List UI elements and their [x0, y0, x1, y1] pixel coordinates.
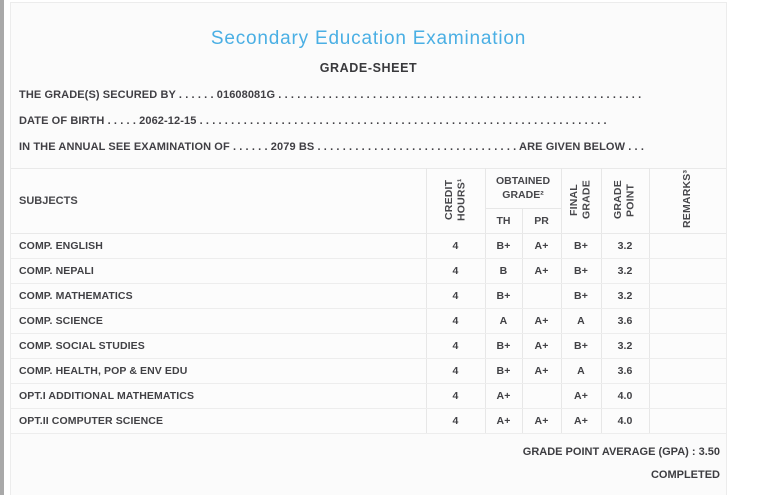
- obtained-grade-header: OBTAINED GRADE²: [484, 168, 562, 209]
- grade-point-cell: 3.2: [600, 233, 650, 259]
- grade-point-cell: 3.6: [600, 358, 650, 384]
- th-grade-cell: B+: [484, 233, 522, 259]
- final-grade-cell: B+: [560, 233, 602, 259]
- credit-hours-header: CREDIT HOURS¹: [425, 168, 485, 234]
- pr-subheader: PR: [521, 208, 562, 234]
- window-edge: [0, 0, 4, 495]
- final-grade-cell: B+: [560, 283, 602, 309]
- subject-cell: COMP. HEALTH, POP & ENV EDU: [11, 358, 426, 384]
- remarks-cell: [648, 408, 727, 434]
- table-row: OPT.I ADDITIONAL MATHEMATICS 4 A+ A+ 4.0: [11, 383, 727, 409]
- grade-point-cell: 3.2: [600, 283, 650, 309]
- remarks-cell: [648, 383, 727, 409]
- th-grade-cell: B+: [484, 333, 522, 359]
- th-grade-cell: A+: [484, 383, 522, 409]
- credit-hours-cell: 4: [425, 308, 485, 334]
- credit-hours-cell: 4: [425, 383, 485, 409]
- table-row: COMP. MATHEMATICS 4 B+ B+ 3.2: [11, 283, 727, 309]
- table-row: COMP. SCIENCE 4 A A+ A 3.6: [11, 308, 727, 334]
- final-grade-cell: A: [560, 358, 602, 384]
- pr-grade-cell: [521, 383, 562, 409]
- grades-table: SUBJECTS CREDIT HOURS¹ OBTAINED GRADE² F…: [11, 168, 727, 434]
- subject-cell: OPT.II COMPUTER SCIENCE: [11, 408, 426, 434]
- remarks-header-label: REMARKS³: [681, 169, 694, 228]
- final-grade-cell: A: [560, 308, 602, 334]
- table-row: COMP. SOCIAL STUDIES 4 B+ A+ B+ 3.2: [11, 333, 727, 359]
- credit-hours-header-label: CREDIT HOURS¹: [442, 178, 468, 221]
- final-grade-header: FINAL GRADE: [560, 168, 602, 234]
- grade-point-cell: 3.2: [600, 333, 650, 359]
- subject-cell: COMP. NEPALI: [11, 258, 426, 284]
- remarks-cell: [648, 308, 727, 334]
- credit-hours-cell: 4: [425, 358, 485, 384]
- final-grade-cell: A+: [560, 383, 602, 409]
- final-grade-cell: A+: [560, 408, 602, 434]
- pr-grade-cell: [521, 283, 562, 309]
- pr-grade-cell: A+: [521, 408, 562, 434]
- grades-secured-by-line: THE GRADE(S) SECURED BY . . . . . . 0160…: [19, 89, 642, 101]
- remarks-cell: [648, 283, 727, 309]
- subject-cell: COMP. MATHEMATICS: [11, 283, 426, 309]
- table-row: COMP. ENGLISH 4 B+ A+ B+ 3.2: [11, 233, 727, 259]
- final-grade-cell: B+: [560, 333, 602, 359]
- subject-cell: COMP. SOCIAL STUDIES: [11, 333, 426, 359]
- final-grade-header-label: FINAL GRADE: [568, 180, 594, 219]
- pr-grade-cell: A+: [521, 358, 562, 384]
- grade-point-header: GRADE POINT: [600, 168, 650, 234]
- remarks-header: REMARKS³: [648, 168, 727, 234]
- remarks-cell: [648, 333, 727, 359]
- gpa-summary: GRADE POINT AVERAGE (GPA) : 3.50: [522, 446, 720, 458]
- table-row: COMP. NEPALI 4 B A+ B+ 3.2: [11, 258, 727, 284]
- th-subheader: TH: [484, 208, 522, 234]
- grades-table-body: COMP. ENGLISH 4 B+ A+ B+ 3.2 COMP. NEPALI 4 B A+ B…: [11, 233, 727, 434]
- subject-cell: OPT.I ADDITIONAL MATHEMATICS: [11, 383, 426, 409]
- remarks-cell: [648, 358, 727, 384]
- th-grade-cell: A: [484, 308, 522, 334]
- grade-point-header-label: GRADE POINT: [612, 180, 638, 219]
- subject-cell: COMP. ENGLISH: [11, 233, 426, 259]
- th-grade-cell: B: [484, 258, 522, 284]
- credit-hours-cell: 4: [425, 408, 485, 434]
- examination-year-line: IN THE ANNUAL SEE EXAMINATION OF . . . .…: [19, 141, 645, 153]
- credit-hours-cell: 4: [425, 258, 485, 284]
- pr-grade-cell: A+: [521, 233, 562, 259]
- table-row: OPT.II COMPUTER SCIENCE 4 A+ A+ A+ 4.0: [11, 408, 727, 434]
- remarks-cell: [648, 258, 727, 284]
- grade-sheet-document: Secondary Education Examination GRADE-SH…: [10, 2, 727, 495]
- grade-point-cell: 4.0: [600, 408, 650, 434]
- sheet-subtitle: GRADE-SHEET: [319, 61, 418, 75]
- student-info-section: THE GRADE(S) SECURED BY . . . . . . 0160…: [11, 82, 726, 160]
- th-grade-cell: B+: [484, 283, 522, 309]
- credit-hours-cell: 4: [425, 283, 485, 309]
- grade-point-cell: 4.0: [600, 383, 650, 409]
- remarks-cell: [648, 233, 727, 259]
- subjects-header: SUBJECTS: [11, 168, 426, 234]
- pr-grade-cell: A+: [521, 308, 562, 334]
- date-of-birth-line: DATE OF BIRTH . . . . . 2062-12-15 . . .…: [19, 115, 607, 127]
- pr-grade-cell: A+: [521, 258, 562, 284]
- status-completed: COMPLETED: [650, 469, 720, 481]
- credit-hours-cell: 4: [425, 333, 485, 359]
- grades-table-header: SUBJECTS CREDIT HOURS¹ OBTAINED GRADE² F…: [11, 168, 727, 234]
- grade-point-cell: 3.2: [600, 258, 650, 284]
- th-grade-cell: B+: [484, 358, 522, 384]
- page-title: Secondary Education Examination: [210, 28, 527, 49]
- table-row: COMP. HEALTH, POP & ENV EDU 4 B+ A+ A 3.6: [11, 358, 727, 384]
- subject-cell: COMP. SCIENCE: [11, 308, 426, 334]
- th-grade-cell: A+: [484, 408, 522, 434]
- pr-grade-cell: A+: [521, 333, 562, 359]
- final-grade-cell: B+: [560, 258, 602, 284]
- credit-hours-cell: 4: [425, 233, 485, 259]
- grade-point-cell: 3.6: [600, 308, 650, 334]
